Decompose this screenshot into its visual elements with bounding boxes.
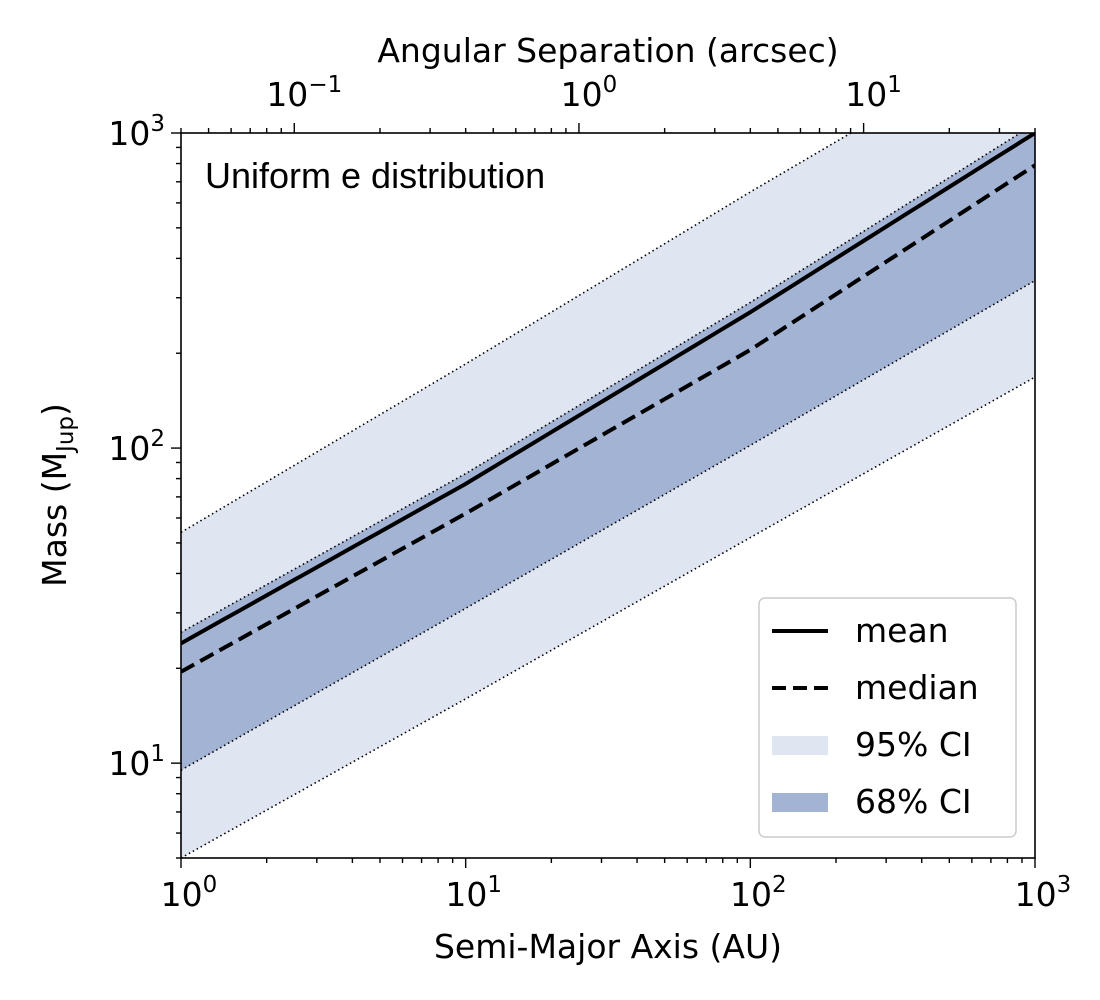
legend-swatch-95-ci: [772, 736, 828, 755]
x-tick-label: 103: [1015, 872, 1072, 914]
x-axis-label: Semi-Major Axis (AU): [434, 927, 782, 966]
y-tick-label: 103: [108, 111, 165, 153]
confidence-bands: [181, 133, 1035, 858]
legend-label-mean: mean: [855, 611, 949, 650]
x-tick-label: 100: [161, 872, 218, 914]
y-tick-label: 102: [108, 426, 165, 468]
plot-frame: [180, 132, 1036, 859]
legend-label-68-ci: 68% CI: [855, 782, 972, 821]
legend-label-median: median: [855, 668, 979, 707]
legend-label-95-ci: 95% CI: [855, 725, 972, 764]
y-axis-label-sub: Jup: [53, 416, 79, 454]
legend-swatch-68-ci: [772, 793, 828, 812]
x2-tick-label: 100: [561, 72, 618, 114]
tick-labels: 100 101 102 103 101 102 103 10−1 100 101: [108, 72, 1071, 914]
band-68-ci-lower-edge: [181, 279, 1035, 771]
axis-ticks: [171, 123, 1036, 868]
x-tick-label: 101: [445, 872, 502, 914]
y-axis-label: Mass (MJup): [35, 403, 79, 587]
top-axis-label: Angular Separation (arcsec): [377, 31, 838, 70]
x-tick-label: 102: [730, 872, 787, 914]
y-axis-label-main: Mass (M: [35, 452, 74, 587]
legend-box: [758, 597, 1017, 838]
band-95-ci-lower-edge: [181, 376, 1035, 858]
y-axis-label-close: ): [35, 403, 74, 416]
legend: mean median 95% CI 68% CI: [758, 597, 1017, 838]
x2-tick-label: 101: [845, 72, 902, 114]
band-68-ci: [181, 133, 1035, 771]
median-line: [181, 163, 1035, 674]
annotation-text: Uniform e distribution: [205, 155, 545, 196]
x2-tick-label: 10−1: [266, 72, 342, 114]
band-68-ci-upper-edge: [181, 133, 1022, 634]
y-tick-label: 101: [108, 741, 165, 783]
series-lines: [181, 133, 1035, 674]
mean-line: [181, 133, 1035, 646]
